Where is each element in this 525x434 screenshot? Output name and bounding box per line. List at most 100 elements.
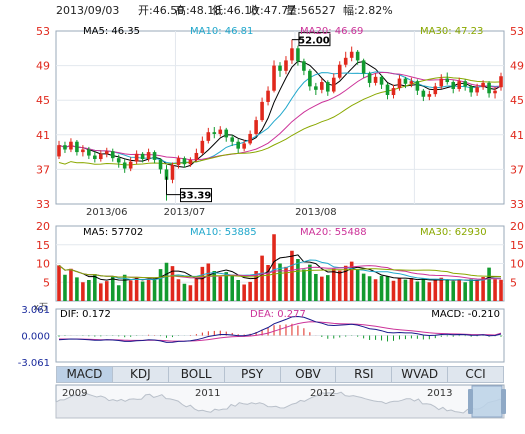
navigator-handle-left bbox=[468, 389, 473, 414]
volume-bar bbox=[63, 274, 67, 301]
volume-unit-label: x万 bbox=[34, 303, 48, 313]
tab-wvad[interactable]: WVAD bbox=[392, 367, 449, 382]
candle bbox=[475, 87, 479, 93]
volume-bar bbox=[164, 262, 169, 301]
candle bbox=[451, 82, 456, 89]
max-price-box bbox=[298, 32, 331, 47]
candle bbox=[355, 51, 360, 61]
volume-legend-ma: MA20: 55488 bbox=[300, 227, 367, 238]
volume-bar bbox=[343, 265, 348, 301]
tab-rsi[interactable]: RSI bbox=[336, 367, 393, 382]
volume-bar bbox=[188, 285, 193, 301]
volume-bar bbox=[140, 281, 145, 301]
volume-bar bbox=[87, 280, 91, 301]
candle bbox=[367, 73, 372, 83]
volume-bar bbox=[403, 279, 408, 301]
volume-bar bbox=[367, 276, 372, 301]
volume-bar bbox=[290, 250, 294, 301]
candle bbox=[272, 65, 276, 91]
volume-bar bbox=[212, 271, 217, 301]
candle bbox=[182, 158, 187, 165]
volume-bar bbox=[272, 234, 276, 301]
macd-legend-dea: DEA: 0.277 bbox=[250, 309, 306, 320]
price-ma5-line bbox=[58, 60, 502, 168]
price-x-label: 2013/07 bbox=[164, 207, 206, 218]
tab-boll[interactable]: BOLL bbox=[169, 367, 225, 382]
indicator-tabs: MACD KDJ BOLL PSY OBV RSI WVAD CCI bbox=[56, 366, 504, 383]
candle bbox=[487, 82, 491, 94]
volume-bar bbox=[200, 266, 205, 301]
candle bbox=[206, 132, 211, 141]
candle bbox=[93, 155, 97, 160]
volume-tick-right: 10 bbox=[510, 258, 524, 271]
candle bbox=[308, 70, 312, 87]
volume-bar bbox=[278, 263, 282, 301]
candle bbox=[69, 141, 73, 150]
volume-tick-left: 20 bbox=[36, 220, 50, 233]
volume-bar bbox=[361, 273, 366, 301]
volume-bar bbox=[81, 282, 85, 301]
volume-tick-right: 15 bbox=[510, 239, 524, 252]
candle bbox=[104, 151, 109, 154]
volume-bar bbox=[481, 277, 485, 301]
volume-bar bbox=[158, 269, 163, 301]
volume-bar bbox=[218, 276, 223, 301]
candle bbox=[158, 159, 163, 170]
price-legend-ma: MA10: 46.81 bbox=[190, 26, 253, 37]
candle bbox=[63, 145, 67, 150]
volume-bar bbox=[236, 280, 240, 301]
candle bbox=[409, 81, 414, 84]
navigator-year-label: 2009 bbox=[62, 388, 87, 399]
tab-macd[interactable]: MACD bbox=[57, 367, 113, 382]
volume-bar bbox=[110, 276, 115, 301]
price-tick-right: 49 bbox=[510, 60, 524, 73]
macd-legend-dif: DIF: 0.172 bbox=[60, 309, 111, 320]
volume-bar bbox=[254, 271, 258, 301]
volume-bar bbox=[99, 283, 103, 301]
navigator-year-label: 2011 bbox=[195, 388, 220, 399]
volume-bar bbox=[152, 278, 157, 301]
candle bbox=[493, 90, 497, 94]
macd-dea-line bbox=[59, 321, 502, 342]
tab-psy[interactable]: PSY bbox=[225, 367, 281, 382]
candle bbox=[188, 159, 193, 165]
candle bbox=[302, 61, 306, 71]
header-low: 低:46.10 bbox=[212, 4, 258, 17]
price-ma30-line bbox=[58, 76, 502, 166]
candle bbox=[463, 81, 467, 87]
volume-bar bbox=[248, 281, 252, 301]
candle bbox=[445, 78, 450, 83]
volume-bar bbox=[493, 279, 497, 301]
volume-bar bbox=[499, 279, 503, 301]
volume-bar bbox=[194, 278, 199, 301]
candle bbox=[122, 162, 127, 169]
price-tick-left: 41 bbox=[36, 129, 50, 142]
volume-bar bbox=[302, 269, 306, 301]
navigator-area bbox=[55, 391, 505, 419]
tab-kdj[interactable]: KDJ bbox=[113, 367, 169, 382]
candle bbox=[266, 90, 270, 102]
price-x-label: 2013/08 bbox=[295, 207, 337, 218]
candle bbox=[337, 64, 342, 78]
volume-bar bbox=[421, 278, 426, 301]
candle bbox=[224, 129, 229, 138]
tab-obv[interactable]: OBV bbox=[281, 367, 337, 382]
candle bbox=[499, 76, 503, 88]
volume-bar bbox=[308, 264, 312, 301]
candle bbox=[290, 48, 294, 61]
volume-tick-left: 5 bbox=[43, 276, 50, 289]
volume-tick-left: 10 bbox=[36, 258, 50, 271]
volume-bar bbox=[320, 276, 324, 301]
volume-bar bbox=[379, 275, 384, 301]
candle bbox=[343, 57, 348, 65]
tab-cci[interactable]: CCI bbox=[465, 367, 486, 381]
volume-bar bbox=[469, 279, 473, 301]
volume-bar bbox=[170, 266, 175, 301]
candle bbox=[254, 120, 258, 134]
volume-bar bbox=[296, 259, 300, 301]
volume-bar bbox=[104, 281, 109, 301]
navigator-year-label: 2012 bbox=[310, 388, 335, 399]
volume-bar bbox=[122, 274, 127, 301]
candle bbox=[320, 82, 324, 90]
